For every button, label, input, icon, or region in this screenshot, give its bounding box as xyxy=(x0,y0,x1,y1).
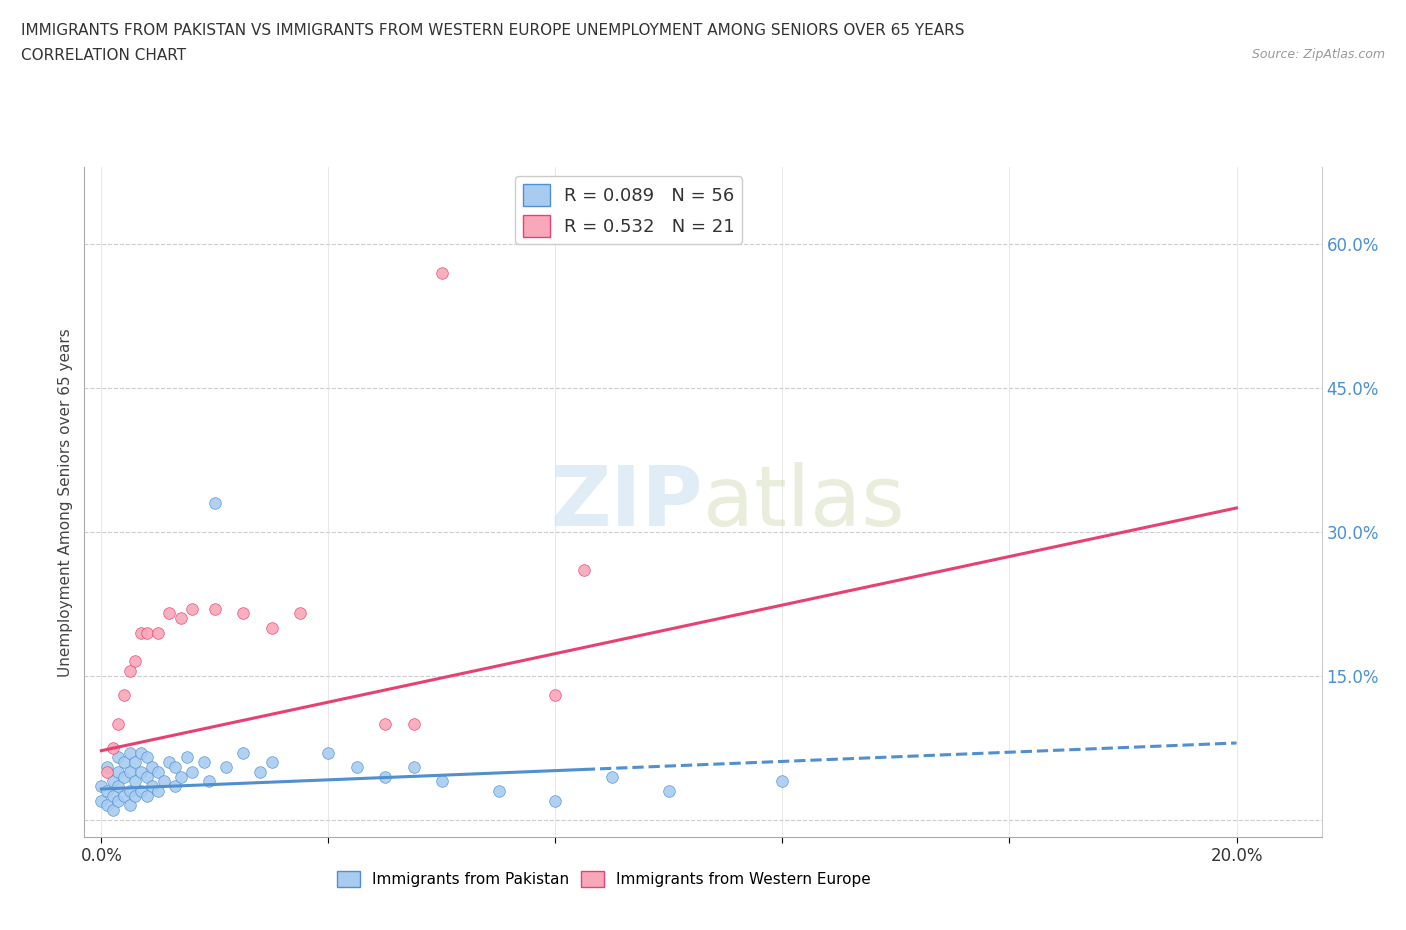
Point xyxy=(165,760,187,775)
Point xyxy=(101,740,124,755)
Point xyxy=(772,774,794,789)
Point xyxy=(107,778,129,793)
Point xyxy=(198,774,221,789)
Point xyxy=(129,764,152,779)
Point xyxy=(107,750,129,764)
Point xyxy=(346,760,368,775)
Point xyxy=(288,606,311,621)
Point xyxy=(96,783,118,798)
Point xyxy=(318,745,340,760)
Point xyxy=(260,755,283,770)
Point xyxy=(90,793,112,808)
Point xyxy=(135,750,157,764)
Point xyxy=(488,783,510,798)
Point xyxy=(129,625,152,640)
Text: Source: ZipAtlas.com: Source: ZipAtlas.com xyxy=(1251,48,1385,61)
Point xyxy=(112,687,135,702)
Point xyxy=(101,789,124,804)
Text: CORRELATION CHART: CORRELATION CHART xyxy=(21,48,186,63)
Point xyxy=(118,798,141,813)
Point xyxy=(124,789,146,804)
Point xyxy=(141,778,163,793)
Point xyxy=(112,755,135,770)
Point xyxy=(658,783,681,798)
Point xyxy=(124,654,146,669)
Point xyxy=(141,760,163,775)
Point xyxy=(96,764,118,779)
Point xyxy=(118,764,141,779)
Point xyxy=(101,803,124,817)
Point xyxy=(135,625,157,640)
Point xyxy=(107,764,129,779)
Point xyxy=(146,625,169,640)
Point xyxy=(374,769,396,784)
Point xyxy=(600,769,623,784)
Point xyxy=(135,789,157,804)
Text: IMMIGRANTS FROM PAKISTAN VS IMMIGRANTS FROM WESTERN EUROPE UNEMPLOYMENT AMONG SE: IMMIGRANTS FROM PAKISTAN VS IMMIGRANTS F… xyxy=(21,23,965,38)
Point xyxy=(572,563,595,578)
Point xyxy=(107,716,129,731)
Point xyxy=(193,755,215,770)
Point xyxy=(544,793,567,808)
Point xyxy=(153,774,176,789)
Point xyxy=(170,769,193,784)
Point xyxy=(96,760,118,775)
Point xyxy=(176,750,198,764)
Point xyxy=(124,774,146,789)
Point xyxy=(249,764,271,779)
Point xyxy=(260,620,283,635)
Point xyxy=(112,789,135,804)
Text: ZIP: ZIP xyxy=(551,461,703,543)
Point xyxy=(402,716,425,731)
Point xyxy=(107,793,129,808)
Point xyxy=(90,778,112,793)
Point xyxy=(146,783,169,798)
Point xyxy=(430,265,453,280)
Point xyxy=(402,760,425,775)
Point xyxy=(124,755,146,770)
Point xyxy=(181,601,204,616)
Point xyxy=(118,783,141,798)
Point xyxy=(374,716,396,731)
Point xyxy=(181,764,204,779)
Point xyxy=(118,745,141,760)
Point xyxy=(544,687,567,702)
Point xyxy=(146,764,169,779)
Point xyxy=(129,745,152,760)
Point xyxy=(159,755,181,770)
Point xyxy=(430,774,453,789)
Y-axis label: Unemployment Among Seniors over 65 years: Unemployment Among Seniors over 65 years xyxy=(58,328,73,677)
Text: atlas: atlas xyxy=(703,461,904,543)
Point xyxy=(101,774,124,789)
Point xyxy=(135,769,157,784)
Point xyxy=(118,664,141,679)
Point xyxy=(232,606,254,621)
Point xyxy=(159,606,181,621)
Point xyxy=(165,778,187,793)
Point xyxy=(170,611,193,626)
Legend: Immigrants from Pakistan, Immigrants from Western Europe: Immigrants from Pakistan, Immigrants fro… xyxy=(330,865,877,893)
Point xyxy=(204,601,226,616)
Point xyxy=(112,769,135,784)
Point xyxy=(215,760,238,775)
Point xyxy=(204,496,226,511)
Point xyxy=(232,745,254,760)
Point xyxy=(96,798,118,813)
Point xyxy=(129,783,152,798)
